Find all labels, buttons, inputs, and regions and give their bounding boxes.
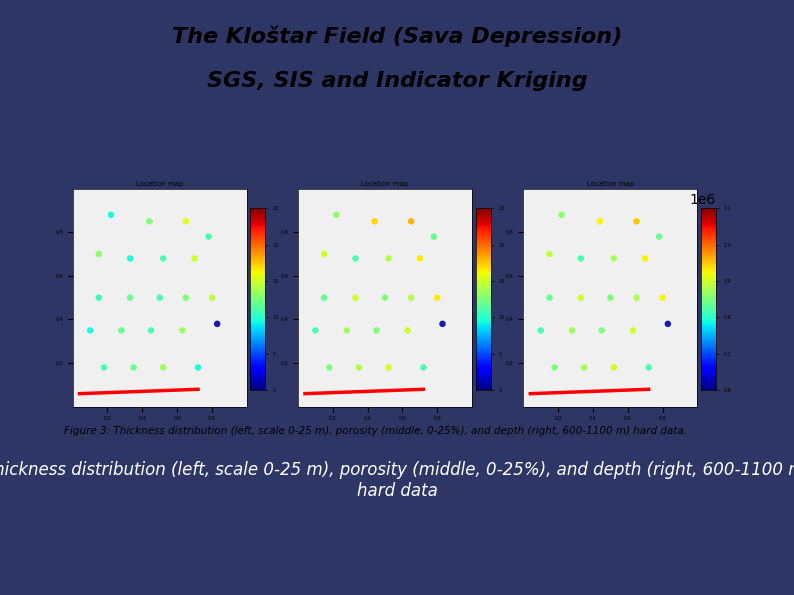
Point (382, 253, 395, 263)
Point (642, 363, 655, 372)
Text: Figure 3: Thickness distribution (left, scale 0-25 m), porosity (middle, 0-25%),: Figure 3: Thickness distribution (left, … (64, 425, 687, 436)
Title: Location map: Location map (361, 181, 409, 187)
Point (639, 253, 652, 263)
Point (368, 217, 381, 226)
Text: Thickness distribution (left, scale 0-25 m), porosity (middle, 0-25%), and depth: Thickness distribution (left, scale 0-25… (0, 461, 794, 500)
Title: Location map: Location map (136, 181, 183, 187)
Title: Location map: Location map (587, 181, 634, 187)
Point (309, 325, 322, 335)
Point (127, 363, 140, 372)
Point (549, 363, 561, 372)
Point (145, 325, 157, 335)
Point (105, 210, 118, 220)
Point (179, 217, 192, 226)
Point (157, 363, 170, 372)
Point (202, 232, 215, 242)
Point (318, 249, 330, 259)
Point (436, 319, 449, 328)
Point (596, 325, 608, 335)
Point (431, 293, 444, 302)
Text: SGS, SIS and Indicator Kriging: SGS, SIS and Indicator Kriging (206, 71, 588, 91)
Point (115, 325, 128, 335)
Point (188, 253, 201, 263)
Point (318, 293, 330, 302)
Point (176, 325, 189, 335)
Point (206, 293, 218, 302)
Point (427, 232, 440, 242)
Point (349, 253, 362, 263)
Point (98, 363, 110, 372)
Point (555, 210, 568, 220)
Point (574, 253, 587, 263)
Point (124, 293, 137, 302)
Point (405, 217, 418, 226)
Point (653, 232, 665, 242)
Point (124, 253, 137, 263)
Point (341, 325, 353, 335)
Point (92, 293, 105, 302)
Point (578, 363, 591, 372)
Point (543, 293, 556, 302)
Point (574, 293, 587, 302)
Point (543, 249, 556, 259)
Point (405, 293, 418, 302)
Point (414, 253, 426, 263)
Point (349, 293, 362, 302)
Point (330, 210, 343, 220)
Point (83, 325, 96, 335)
Point (594, 217, 607, 226)
Point (382, 363, 395, 372)
Point (353, 363, 365, 372)
Point (607, 363, 620, 372)
Point (534, 325, 547, 335)
Point (191, 363, 204, 372)
Point (607, 253, 620, 263)
Point (153, 293, 166, 302)
Point (323, 363, 336, 372)
Point (379, 293, 391, 302)
Point (626, 325, 639, 335)
Point (370, 325, 383, 335)
Point (143, 217, 156, 226)
Point (630, 293, 643, 302)
Point (417, 363, 430, 372)
Point (92, 249, 105, 259)
Point (604, 293, 617, 302)
Point (630, 217, 643, 226)
Point (566, 325, 579, 335)
Point (179, 293, 192, 302)
Point (157, 253, 170, 263)
Text: The Kloštar Field (Sava Depression): The Kloštar Field (Sava Depression) (172, 26, 622, 47)
Point (661, 319, 674, 328)
Point (211, 319, 224, 328)
Point (401, 325, 414, 335)
Point (657, 293, 669, 302)
